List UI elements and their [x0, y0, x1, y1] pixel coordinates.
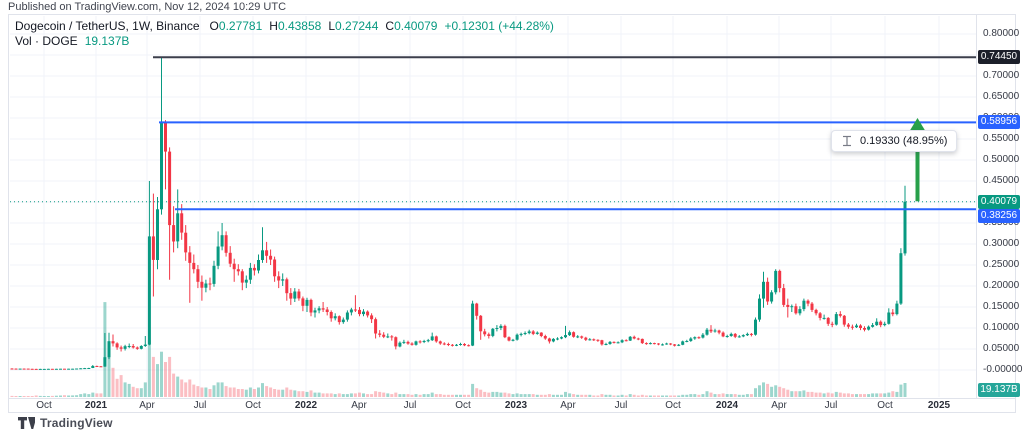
tradingview-attribution[interactable]: TradingView	[18, 416, 113, 430]
time-tick-year: 2023	[504, 400, 528, 411]
chart-frame: 0.800000.750000.700000.650000.600000.550…	[8, 14, 1022, 413]
time-tick-month: Jul	[193, 400, 207, 411]
ohlc-close: C0.40079	[385, 19, 438, 33]
time-tick-year: 2024	[715, 400, 739, 411]
time-axis-separator	[9, 398, 1015, 399]
time-tick-year: 2022	[294, 400, 318, 411]
time-tick-month: Oct	[245, 400, 261, 411]
measure-icon	[843, 135, 851, 147]
time-tick-month: Oct	[665, 400, 681, 411]
price-tick-label: -0.00000	[983, 364, 1023, 375]
time-tick-month: Oct	[455, 400, 471, 411]
price-axis[interactable]: 0.800000.750000.700000.650000.600000.550…	[977, 15, 1022, 398]
ohlc-open: O0.27781	[209, 19, 263, 33]
published-line: Published on TradingView.com, Nov 12, 20…	[8, 1, 287, 13]
price-tick-label: 0.80000	[983, 28, 1020, 39]
price-tick-label: 0.70000	[983, 70, 1020, 81]
price-tick-label: 0.10000	[983, 322, 1020, 333]
time-tick-year: 2021	[84, 400, 108, 411]
tradingview-logo-text: TradingView	[40, 416, 113, 430]
time-tick-month: Jul	[403, 400, 417, 411]
ohlc-high: H0.43858	[269, 19, 322, 33]
price-tick-label: 0.25000	[983, 259, 1020, 270]
change-value: +0.12301 (+44.28%)	[444, 19, 554, 33]
ohlc-low: L0.27244	[328, 19, 379, 33]
price-tick-label: 0.50000	[983, 154, 1020, 165]
time-tick-month: Apr	[560, 400, 576, 411]
price-tick-label: 0.20000	[983, 280, 1020, 291]
time-tick-month: Oct	[36, 400, 52, 411]
price-tick-label: 0.45000	[983, 175, 1020, 186]
price-tick-label: 0.30000	[983, 238, 1020, 249]
price-axis-separator	[976, 15, 977, 398]
volume-value: 19.137B	[84, 34, 130, 48]
legend-volume-row: Vol · DOGE 19.137B	[15, 34, 554, 49]
volume-badge: 19.137B	[978, 383, 1020, 397]
price-label-badge: 0.58956	[978, 115, 1020, 130]
time-tick-month: Jul	[824, 400, 838, 411]
time-axis[interactable]: Oct 2021 Apr Jul Oct 2022 Apr Jul Oct 2023 Apr Jul O…	[9, 399, 1015, 413]
volume-label: Vol · DOGE	[15, 34, 78, 48]
price-tick-label: 0.05000	[983, 343, 1020, 354]
symbol-legend: Dogecoin / TetherUS, 1W, Binance O0.2778…	[15, 19, 554, 49]
time-tick-month: Apr	[771, 400, 787, 411]
price-label-badge: 0.40079	[978, 194, 1020, 209]
candlestick-chart[interactable]	[9, 15, 1015, 412]
time-tick-month: Jul	[614, 400, 628, 411]
time-tick-month: Apr	[351, 400, 367, 411]
price-tick-label: 0.65000	[983, 91, 1020, 102]
price-tick-label: 0.55000	[983, 133, 1020, 144]
measure-tooltip: 0.19330 (48.95%)	[831, 130, 958, 152]
time-tick-year: 2025	[927, 400, 951, 411]
price-label-badge: 0.74450	[978, 50, 1020, 65]
measure-text: 0.19330 (48.95%)	[860, 135, 948, 147]
time-tick-month: Apr	[139, 400, 155, 411]
symbol-title: Dogecoin / TetherUS, 1W, Binance	[15, 19, 200, 33]
tradingview-logo-icon	[18, 416, 35, 429]
time-tick-month: Oct	[877, 400, 893, 411]
legend-symbol-row: Dogecoin / TetherUS, 1W, Binance O0.2778…	[15, 19, 554, 34]
price-tick-label: 0.15000	[983, 301, 1020, 312]
price-label-badge: 0.38256	[978, 209, 1020, 224]
